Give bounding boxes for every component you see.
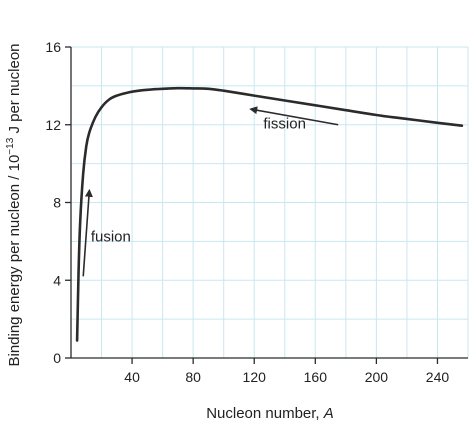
tick-labels: 0 4 8 12 16 40 80 120 160 200 240: [45, 39, 449, 385]
fission-label: fission: [263, 116, 306, 133]
x-tick-label: 240: [426, 369, 450, 385]
x-tick-label: 160: [304, 369, 328, 385]
y-tick-label: 0: [53, 350, 61, 366]
y-tick-label: 4: [53, 272, 61, 288]
fusion-label: fusion: [91, 228, 131, 245]
y-tick-label: 16: [45, 39, 61, 55]
y-tick-label: 12: [45, 117, 61, 133]
series: [75, 86, 464, 342]
x-tick-label: 80: [185, 369, 201, 385]
fission-arrow: [249, 106, 339, 126]
x-tick-label: 120: [243, 369, 267, 385]
x-axis-title: Nucleon number, A: [206, 405, 334, 422]
y-axis-title: Binding energy per nucleon / 10−13 J per…: [5, 43, 23, 366]
binding-energy-curve: [75, 86, 464, 342]
axes: [65, 46, 468, 364]
annotations: fusion fission: [82, 106, 339, 277]
x-tick-label: 40: [124, 369, 140, 385]
grid: [71, 46, 469, 358]
y-tick-label: 8: [53, 195, 61, 211]
x-tick-label: 200: [365, 369, 389, 385]
fusion-arrow: [82, 188, 93, 277]
